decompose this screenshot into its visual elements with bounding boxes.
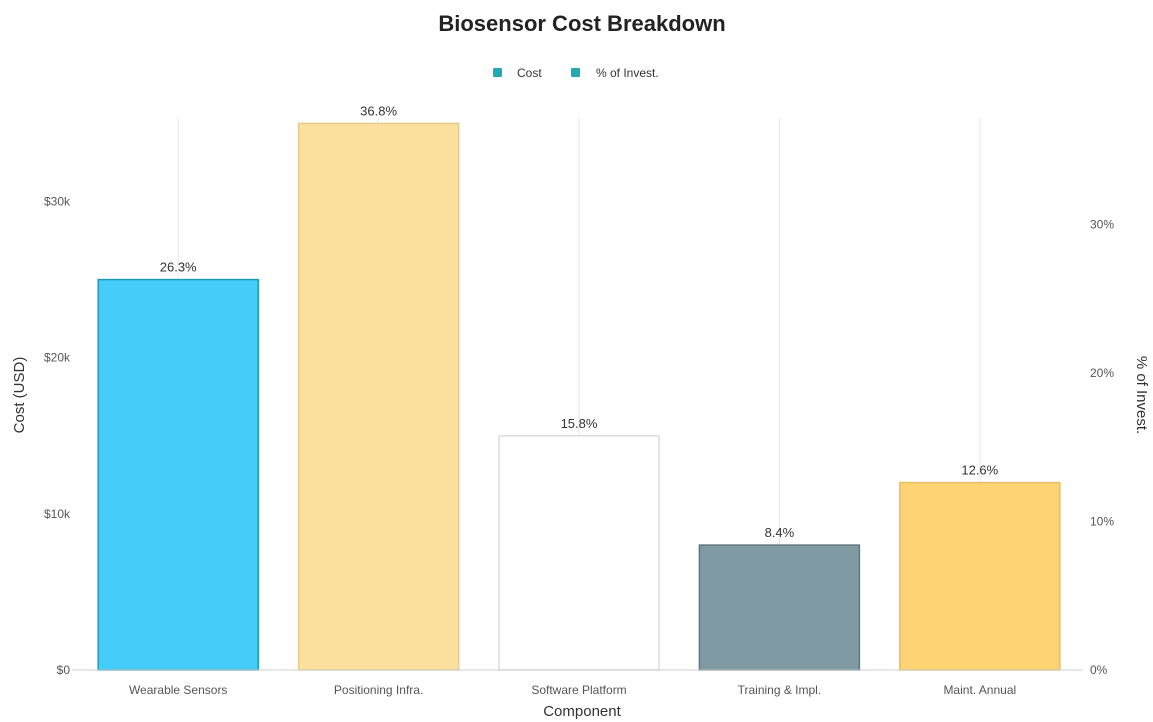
data-label: 8.4%: [765, 525, 795, 540]
x-axis-title: Component: [543, 703, 621, 720]
y-tick-label: $0: [57, 663, 71, 677]
legend: Cost % of Invest.: [493, 66, 659, 80]
bar[interactable]: [97, 278, 259, 671]
x-tick-label: Training & Impl.: [738, 683, 822, 697]
data-label: 26.3%: [160, 260, 197, 275]
x-tick-label: Maint. Annual: [943, 683, 1016, 697]
legend-item-percent[interactable]: % of Invest.: [571, 66, 659, 80]
x-tick-label: Positioning Infra.: [334, 683, 423, 697]
chart-title: Biosensor Cost Breakdown: [438, 11, 725, 36]
y2-tick-label: 10%: [1090, 515, 1114, 529]
y2-tick-label: 30%: [1090, 218, 1114, 232]
y-tick-label: $10k: [44, 507, 71, 521]
bar[interactable]: [498, 435, 660, 671]
y2-tick-label: 20%: [1090, 366, 1114, 380]
y2-axis-title: % of Invest.: [1133, 356, 1150, 434]
x-tick-label: Wearable Sensors: [129, 683, 228, 697]
y-tick-label: $30k: [44, 195, 71, 209]
data-label: 12.6%: [961, 463, 998, 478]
bar[interactable]: [899, 481, 1061, 671]
x-tick-label: Software Platform: [531, 683, 626, 697]
legend-swatch-cost: [493, 68, 502, 77]
bar[interactable]: [297, 122, 460, 671]
y2-tick-label: 0%: [1090, 663, 1108, 677]
y-tick-label: $20k: [44, 351, 71, 365]
data-label: 15.8%: [561, 416, 598, 431]
legend-swatch-percent: [571, 68, 580, 77]
legend-item-cost[interactable]: Cost: [493, 66, 542, 80]
y2-axis-ticks: 0% 10% 20% 30%: [1090, 218, 1114, 677]
x-axis-ticks: Wearable Sensors Positioning Infra. Softwa…: [129, 683, 1016, 697]
y-axis-title: Cost (USD): [11, 357, 28, 434]
legend-label-cost: Cost: [517, 66, 542, 80]
y-axis-ticks: $0 $10k $20k $30k: [44, 195, 71, 677]
bars: [97, 122, 1061, 671]
legend-label-percent: % of Invest.: [596, 66, 659, 80]
bar[interactable]: [698, 544, 861, 671]
data-label: 36.8%: [360, 103, 397, 118]
data-labels: 26.3% 36.8% 15.8% 8.4% 12.6%: [160, 103, 999, 540]
